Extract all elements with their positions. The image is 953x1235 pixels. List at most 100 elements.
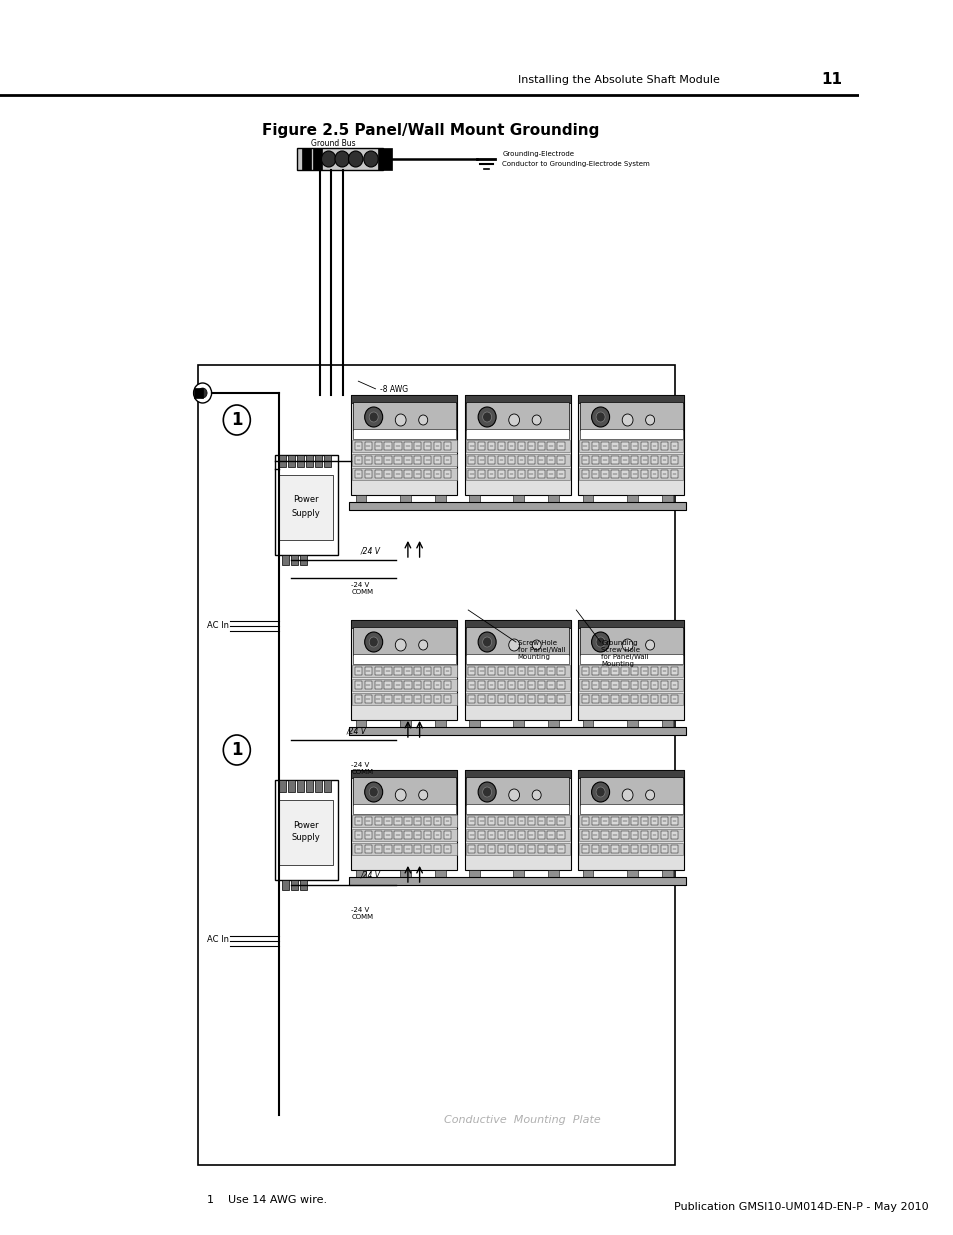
Circle shape <box>621 638 633 651</box>
Bar <box>353 655 456 664</box>
Bar <box>352 815 456 827</box>
Circle shape <box>477 408 496 427</box>
Circle shape <box>418 415 427 425</box>
Bar <box>399 495 410 505</box>
Bar <box>404 818 411 825</box>
Bar <box>313 148 322 170</box>
Bar <box>364 831 372 839</box>
Circle shape <box>596 637 604 647</box>
Bar <box>355 471 361 478</box>
Bar <box>466 777 569 805</box>
Bar <box>477 456 485 464</box>
Bar <box>537 442 544 450</box>
Bar <box>465 844 569 855</box>
Bar <box>670 456 678 464</box>
Bar <box>351 395 456 403</box>
Bar <box>296 148 382 170</box>
Bar <box>488 667 495 676</box>
Bar <box>466 804 569 814</box>
Bar <box>578 395 683 403</box>
Circle shape <box>335 151 349 167</box>
Bar <box>517 442 524 450</box>
Bar <box>547 456 554 464</box>
Bar <box>375 845 381 853</box>
Bar <box>274 781 337 881</box>
Bar <box>620 845 628 853</box>
Bar <box>626 495 637 505</box>
Bar <box>355 442 361 450</box>
Bar <box>424 456 431 464</box>
Bar <box>466 627 569 655</box>
Bar <box>375 667 381 676</box>
Bar <box>601 442 608 450</box>
Bar <box>631 831 638 839</box>
Circle shape <box>482 637 491 647</box>
Bar <box>579 627 681 655</box>
Bar <box>465 454 569 466</box>
Bar <box>394 845 401 853</box>
Bar <box>404 456 411 464</box>
Bar <box>434 831 440 839</box>
Bar <box>477 845 485 853</box>
Bar <box>578 829 682 841</box>
Bar <box>384 695 392 703</box>
Bar <box>497 831 505 839</box>
Bar <box>384 456 392 464</box>
Text: /24 V: /24 V <box>360 546 380 555</box>
Bar <box>650 442 658 450</box>
Bar <box>517 667 524 676</box>
Text: -24 V
COMM: -24 V COMM <box>351 762 373 776</box>
Bar <box>355 845 361 853</box>
Text: AC In: AC In <box>207 935 229 945</box>
Bar <box>466 429 569 438</box>
Bar <box>547 831 554 839</box>
Bar <box>557 680 564 689</box>
Bar <box>314 781 322 792</box>
Circle shape <box>482 412 491 422</box>
Bar <box>443 818 451 825</box>
Bar <box>355 695 361 703</box>
Circle shape <box>395 414 406 426</box>
Bar <box>611 680 618 689</box>
Bar <box>394 818 401 825</box>
Bar <box>660 695 667 703</box>
Text: /24 V: /24 V <box>360 871 380 881</box>
Bar <box>468 818 475 825</box>
Bar <box>351 620 456 720</box>
Bar <box>477 680 485 689</box>
Bar <box>355 456 361 464</box>
Bar <box>507 818 515 825</box>
Bar <box>468 845 475 853</box>
Bar <box>579 804 681 814</box>
Bar <box>670 442 678 450</box>
Bar <box>434 818 440 825</box>
Bar <box>557 818 564 825</box>
Bar <box>375 695 381 703</box>
Bar <box>274 454 337 555</box>
Circle shape <box>418 790 427 800</box>
Circle shape <box>364 782 382 802</box>
Bar <box>375 680 381 689</box>
Bar <box>581 845 588 853</box>
Bar <box>414 680 421 689</box>
Bar <box>465 829 569 841</box>
Bar <box>324 781 331 792</box>
Bar <box>631 456 638 464</box>
Bar <box>465 679 569 692</box>
Bar <box>468 471 475 478</box>
Bar <box>435 495 445 505</box>
Bar <box>620 667 628 676</box>
Bar <box>591 695 598 703</box>
Bar <box>349 501 458 510</box>
Bar <box>353 804 456 814</box>
Bar <box>314 454 322 467</box>
Bar <box>640 456 648 464</box>
Bar <box>517 471 524 478</box>
Bar <box>497 818 505 825</box>
Bar <box>527 471 535 478</box>
Bar <box>424 831 431 839</box>
Circle shape <box>369 787 377 797</box>
Bar <box>355 818 361 825</box>
Bar <box>547 442 554 450</box>
Bar <box>443 845 451 853</box>
